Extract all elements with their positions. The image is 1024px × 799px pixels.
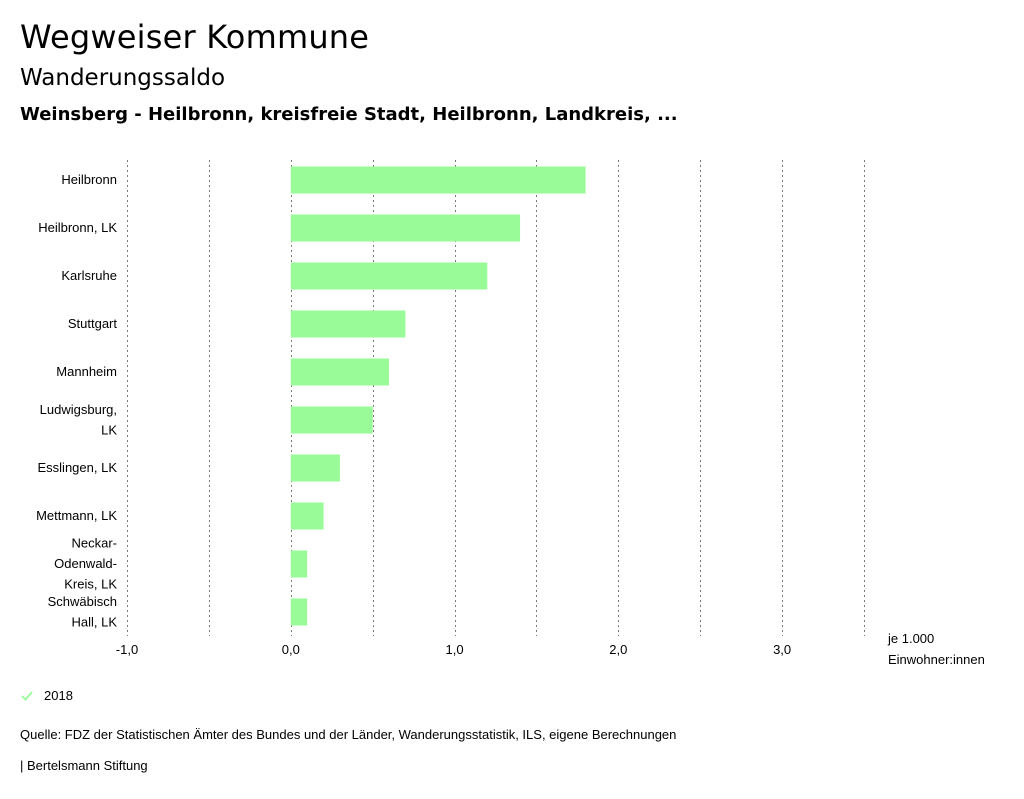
x-tick-label: -1,0 xyxy=(116,642,138,657)
category-label: Mannheim xyxy=(56,364,117,379)
category-label: Neckar-Odenwald-Kreis, LK xyxy=(54,536,117,592)
location-label: Weinsberg - Heilbronn, kreisfreie Stadt,… xyxy=(20,104,678,125)
bar xyxy=(290,454,340,482)
x-tick-label: 2,0 xyxy=(609,642,627,657)
bar xyxy=(290,358,390,386)
category-label: Karlsruhe xyxy=(61,268,117,283)
category-label: Ludwigsburg, LK xyxy=(40,402,118,438)
bar xyxy=(290,598,308,626)
category-label: Heilbronn, LK xyxy=(38,220,117,235)
credit-note: | Bertelsmann Stiftung xyxy=(20,758,148,773)
bar xyxy=(290,166,586,194)
x-tick-label: 0,0 xyxy=(282,642,300,657)
category-label: Heilbronn xyxy=(61,172,117,187)
category-label: Schwäbisch Hall, LK xyxy=(48,594,118,630)
legend[interactable]: 2018 xyxy=(20,688,73,703)
bar xyxy=(290,502,324,530)
legend-label: 2018 xyxy=(44,688,73,703)
bar xyxy=(290,214,521,242)
bar-chart: Heilbronn Heilbronn, LK Karlsruhe Stuttgart… xyxy=(36,160,985,667)
bar xyxy=(290,550,308,578)
chart-subtitle: Wanderungssaldo xyxy=(20,65,226,91)
bar xyxy=(290,262,488,290)
category-label: Stuttgart xyxy=(68,316,118,331)
source-note: Quelle: FDZ der Statistischen Ämter des … xyxy=(20,727,677,742)
checkmark-icon xyxy=(21,690,33,701)
bar xyxy=(290,406,373,434)
page-title: Wegweiser Kommune xyxy=(20,18,370,56)
x-tick-label: 3,0 xyxy=(773,642,791,657)
category-label: Esslingen, LK xyxy=(38,460,118,475)
bar xyxy=(290,310,406,338)
x-tick-label: 1,0 xyxy=(446,642,464,657)
category-label: Mettmann, LK xyxy=(36,508,117,523)
x-axis-unit-label: je 1.000 Einwohner:innen xyxy=(887,631,985,667)
